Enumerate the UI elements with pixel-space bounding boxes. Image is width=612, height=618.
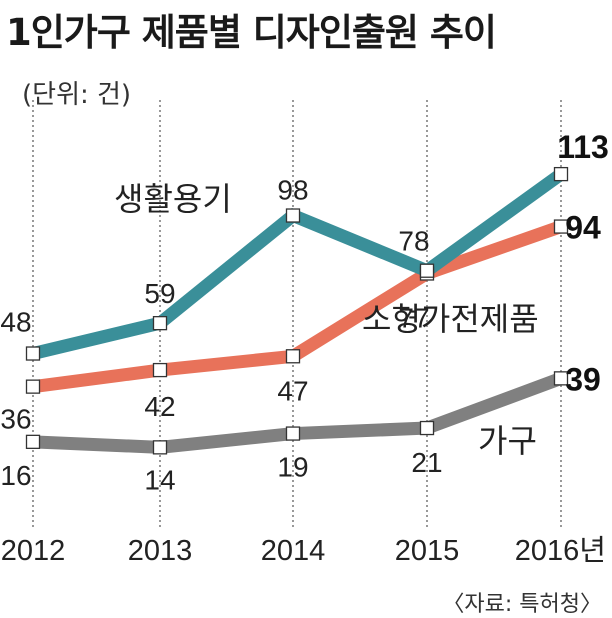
data-point-marker [421, 264, 434, 277]
data-point-marker [555, 168, 568, 181]
data-point-marker [287, 209, 300, 222]
data-label: 19 [277, 452, 308, 483]
source-note: 〈자료: 특허청〉 [442, 586, 602, 618]
data-point-marker [27, 380, 40, 393]
data-point-marker [27, 435, 40, 448]
data-point-marker [27, 347, 40, 360]
series-name-label: 소형가전제품 [362, 300, 539, 338]
data-label: 21 [411, 447, 442, 478]
data-label: 36 [0, 404, 31, 435]
data-label: 42 [144, 391, 175, 422]
data-label: 39 [565, 361, 601, 397]
x-tick-label: 2014 [261, 535, 326, 567]
data-point-marker [287, 350, 300, 363]
data-label: 16 [0, 460, 31, 491]
data-point-marker [154, 441, 167, 454]
x-tick-label: 2012 [1, 535, 66, 567]
data-label: 48 [0, 307, 31, 338]
x-tick-label: 2016년 [515, 535, 606, 567]
data-point-marker [287, 427, 300, 440]
data-point-marker [154, 317, 167, 330]
data-label: 47 [277, 375, 308, 406]
data-label: 78 [398, 226, 429, 257]
series-name-label: 생활용기 [114, 180, 232, 218]
data-point-marker [421, 422, 434, 435]
x-tick-label: 2015 [395, 535, 460, 567]
data-point-marker [154, 364, 167, 377]
series-name-label: 가구 [478, 422, 537, 460]
data-label: 14 [144, 464, 175, 495]
data-label: 113 [557, 129, 609, 165]
x-tick-label: 2013 [128, 535, 193, 567]
data-label: 59 [144, 278, 175, 309]
data-label: 98 [277, 175, 308, 206]
line-chart: 2012 2013 2014 2015 2016년4859987811336 424777… [0, 0, 612, 618]
data-label: 94 [565, 210, 601, 246]
